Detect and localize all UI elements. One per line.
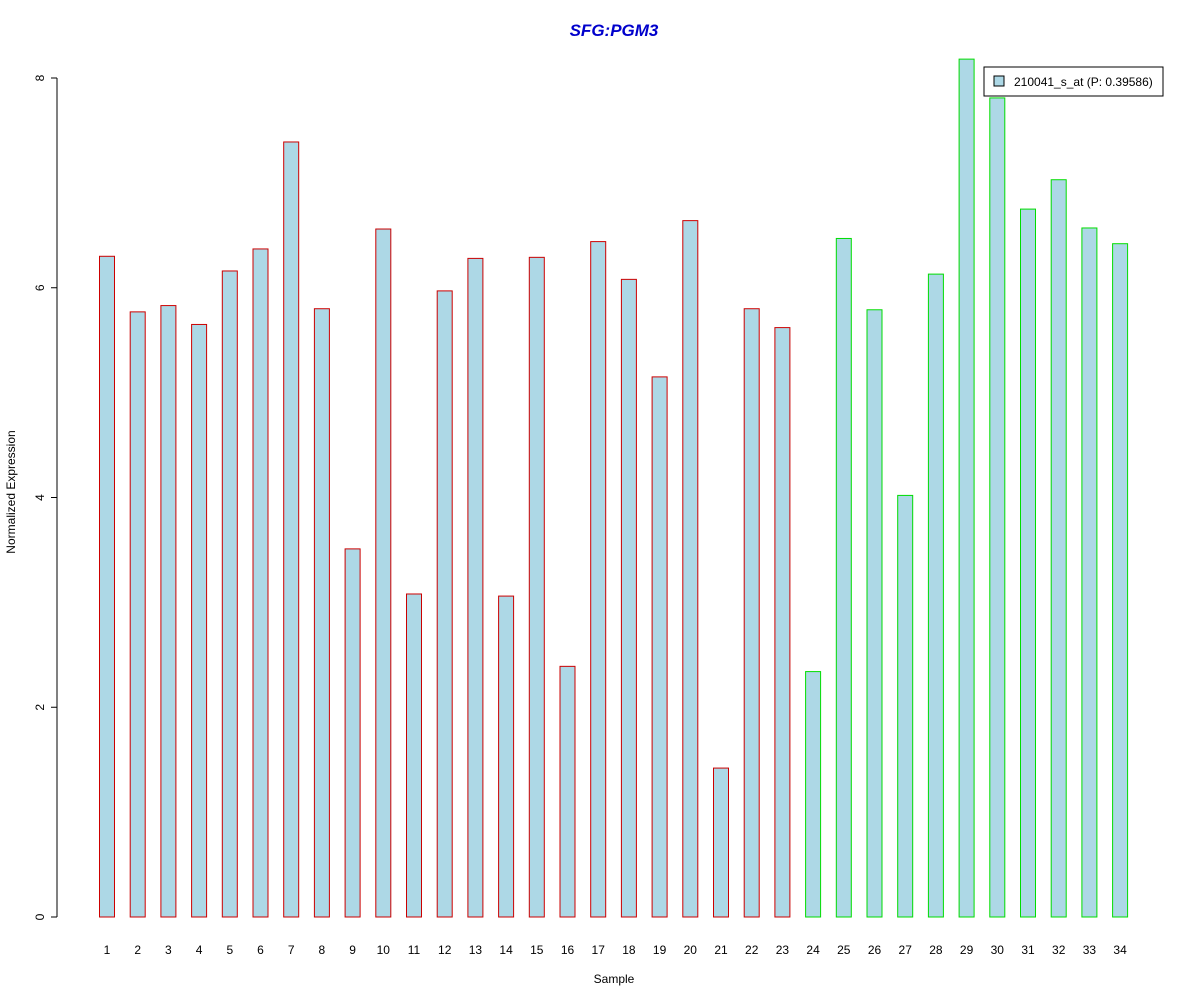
y-tick-label: 0	[33, 913, 47, 920]
bar-sample-7	[283, 141, 300, 918]
x-tick-label: 30	[991, 943, 1005, 957]
x-tick-label: 23	[776, 943, 790, 957]
bar-sample-26	[866, 309, 883, 918]
bar-sample-16	[559, 665, 576, 918]
x-tick-label: 20	[684, 943, 698, 957]
x-tick-label: 34	[1113, 943, 1127, 957]
x-tick-label: 28	[929, 943, 943, 957]
x-tick-label: 6	[257, 943, 264, 957]
x-tick-label: 17	[592, 943, 606, 957]
x-tick-label: 26	[868, 943, 882, 957]
x-tick-label: 25	[837, 943, 851, 957]
bar-sample-4	[191, 323, 208, 918]
x-tick-label: 15	[530, 943, 544, 957]
x-tick-label: 14	[499, 943, 513, 957]
bar-sample-14	[498, 595, 515, 918]
x-tick-label: 13	[469, 943, 483, 957]
bar-sample-27	[897, 494, 914, 918]
x-tick-label: 27	[899, 943, 913, 957]
bar-sample-11	[406, 593, 422, 918]
legend-label: 210041_s_at (P: 0.39586)	[1014, 75, 1153, 89]
y-tick-label: 4	[33, 494, 47, 501]
y-tick-label: 6	[33, 284, 47, 291]
x-tick-label: 31	[1021, 943, 1035, 957]
bar-sample-10	[375, 228, 392, 918]
x-tick-label: 29	[960, 943, 974, 957]
x-tick-label: 1	[104, 943, 111, 957]
bar-sample-3	[160, 305, 177, 918]
x-tick-label: 32	[1052, 943, 1066, 957]
x-tick-label: 4	[196, 943, 203, 957]
x-tick-label: 3	[165, 943, 172, 957]
bar-sample-30	[989, 97, 1006, 918]
legend-swatch	[993, 75, 1005, 87]
bar-sample-25	[835, 237, 852, 918]
x-tick-label: 16	[561, 943, 575, 957]
y-tick-label: 2	[33, 704, 47, 711]
y-axis-label: Normalized Expression	[4, 430, 18, 553]
bar-sample-6	[252, 248, 269, 918]
bar-sample-34	[1112, 243, 1129, 918]
y-axis: 0 2 4 6 8	[33, 74, 58, 920]
x-tick-label: 2	[134, 943, 141, 957]
bar-sample-17	[590, 241, 607, 918]
bar-sample-12	[436, 290, 453, 918]
x-tick-label: 22	[745, 943, 759, 957]
bar-sample-32	[1050, 179, 1067, 918]
bar-sample-23	[774, 327, 791, 918]
x-tick-label: 19	[653, 943, 667, 957]
x-tick-label: 12	[438, 943, 452, 957]
x-tick-label: 10	[377, 943, 391, 957]
bar-sample-20	[682, 220, 699, 918]
bar-sample-2	[129, 311, 146, 918]
bar-sample-33	[1081, 227, 1098, 918]
bar-sample-9	[344, 548, 361, 918]
legend: 210041_s_at (P: 0.39586)	[983, 66, 1164, 97]
bar-sample-21	[713, 767, 729, 918]
bar-sample-22	[743, 308, 760, 918]
x-tick-label: 18	[622, 943, 636, 957]
x-tick-label: 24	[806, 943, 820, 957]
x-tick-label: 5	[226, 943, 233, 957]
bar-sample-13	[467, 257, 484, 918]
x-axis-label: Sample	[594, 972, 635, 986]
y-tick-label: 8	[33, 74, 47, 81]
bar-sample-8	[313, 308, 330, 918]
x-tick-label: 33	[1083, 943, 1097, 957]
x-tick-labels: 1 2 3 4 5 6 7 8 9 10 11 12 13 14 15 16 17 18 19 20 21 22 23 24 2…	[104, 943, 1127, 957]
bar-sample-18	[620, 278, 637, 918]
bar-sample-15	[528, 256, 545, 918]
bar-sample-28	[927, 273, 944, 918]
bar-sample-31	[1020, 208, 1036, 918]
bar-sample-19	[651, 376, 668, 918]
bar-sample-24	[805, 671, 822, 918]
chart-title: SFG:PGM3	[570, 21, 659, 40]
legend-box	[983, 66, 1164, 97]
x-tick-label: 8	[319, 943, 326, 957]
bar-sample-5	[221, 270, 238, 918]
bars	[99, 58, 1129, 918]
bar-sample-29	[958, 58, 975, 918]
x-tick-label: 11	[408, 943, 421, 957]
x-tick-label: 7	[288, 943, 295, 957]
x-tick-label: 9	[349, 943, 356, 957]
bar-sample-1	[99, 255, 115, 918]
x-tick-label: 21	[714, 943, 728, 957]
